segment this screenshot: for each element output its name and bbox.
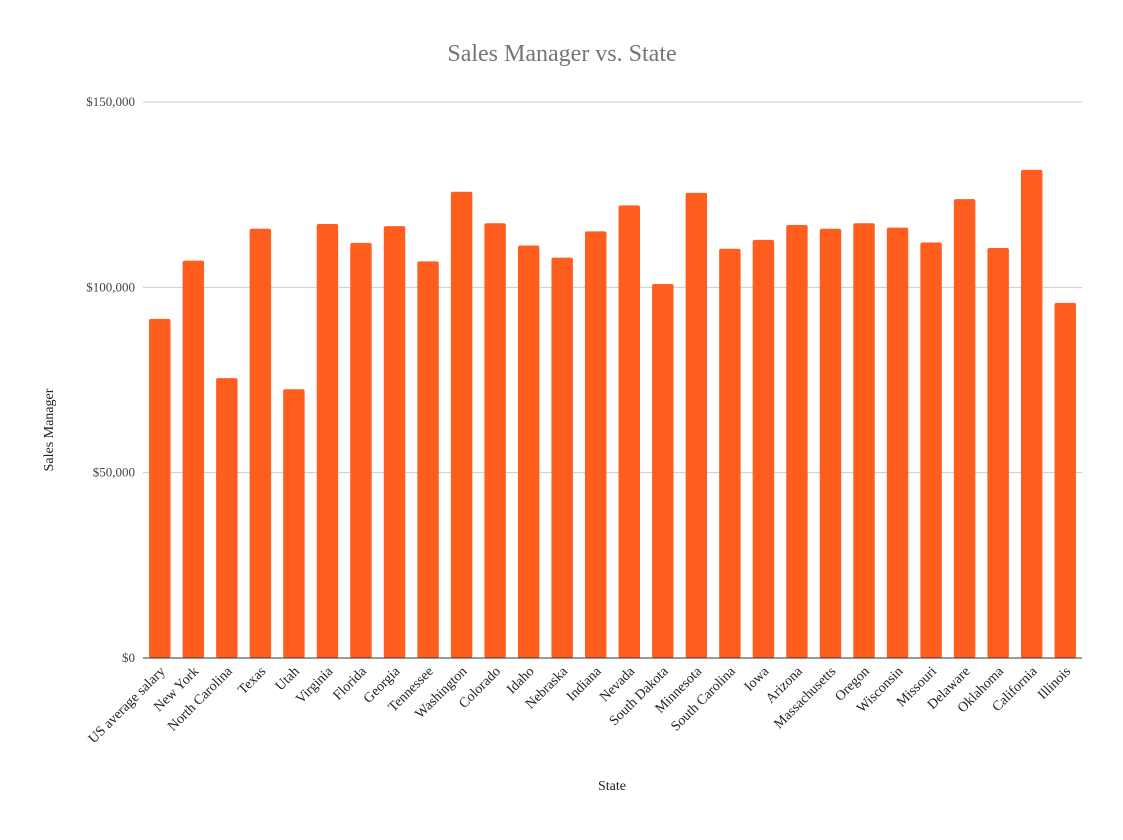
bar [383,226,406,658]
bar [149,318,171,658]
bar [484,223,506,658]
bar [987,248,1009,658]
bar [752,239,775,658]
bar [786,225,808,658]
bar [1054,302,1076,658]
x-tick-label: Indiana [564,664,605,705]
y-tick-label: $100,000 [86,279,135,294]
bar [1020,169,1043,658]
x-axis-label: State [598,779,626,794]
bar [585,231,607,658]
bar [249,228,272,658]
bar [819,228,842,658]
bar [618,205,640,658]
bars [149,169,1076,658]
y-tick-label: $50,000 [93,465,135,480]
bar [216,378,238,658]
bar [350,242,372,658]
bar [517,245,540,658]
bar [316,223,339,658]
bar [719,248,741,658]
bar [283,389,305,658]
bar [853,223,875,658]
bar [652,283,674,658]
x-tick-label: Virginia [293,664,336,707]
y-tick-label: $0 [122,650,135,665]
y-tick-label: $150,000 [86,94,135,109]
bar [685,192,708,658]
bar [182,260,205,658]
y-axis-label: Sales Manager [42,388,57,471]
chart-title: Sales Manager vs. State [447,41,676,67]
x-tick-label: Utah [273,664,303,694]
bar [953,199,976,658]
bar [417,261,439,658]
y-axis-ticks: $0 $50,000 $100,000 $150,000 [86,94,135,665]
bar [551,257,573,658]
bar [886,227,909,658]
x-tick-label: Texas [236,664,270,698]
bar [450,191,473,658]
x-tick-label: Illinois [1035,664,1074,703]
bar [920,242,942,658]
